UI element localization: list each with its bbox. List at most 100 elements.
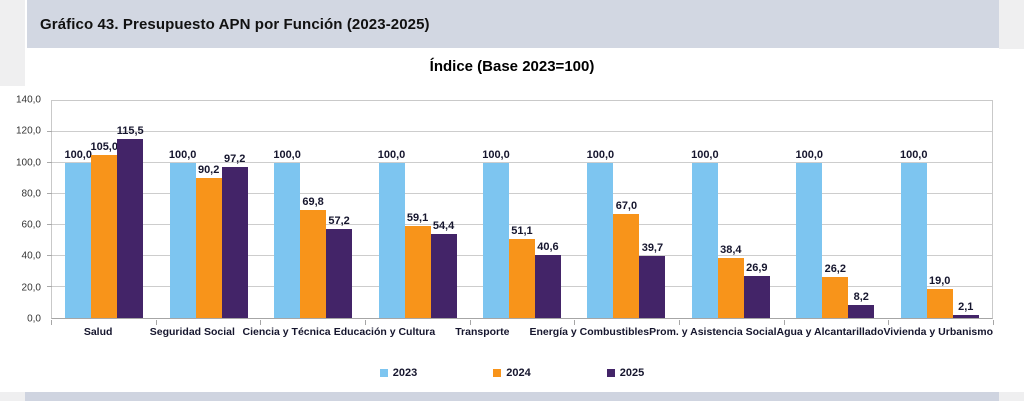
bar-value-label: 100,0 — [691, 149, 719, 161]
plot-area: 100,0 105,0 115,5 100,0 90,2 97,2 100,0 69,8 57,… — [47, 100, 993, 319]
bar-value-label: 59,1 — [406, 212, 429, 225]
bar-value-label: 90,2 — [197, 164, 220, 177]
bar-2024: 19,0 — [926, 275, 953, 318]
x-axis-label: Energía y Combustibles — [529, 326, 650, 338]
gridline — [47, 131, 992, 132]
bar-2025: 97,2 — [221, 153, 248, 318]
y-axis-label: 40,0 — [21, 250, 41, 262]
gridline — [47, 162, 992, 163]
bar-2025: 40,6 — [534, 241, 561, 318]
x-tick — [364, 320, 366, 325]
y-axis-label: 0,0 — [27, 313, 41, 325]
x-axis-ticks — [51, 320, 994, 325]
y-tick — [47, 286, 52, 287]
bar-2025: 26,9 — [743, 262, 770, 318]
bars-layer: 100,0 105,0 115,5 100,0 90,2 97,2 100,0 69,8 57,… — [52, 101, 992, 318]
legend-swatch-icon — [379, 369, 388, 377]
legend-item-2023: 2023 — [379, 367, 418, 379]
bar-group: 100,0 19,0 2,1 — [888, 101, 992, 318]
bar-value-label: 8,2 — [853, 291, 869, 304]
y-axis-label: 100,0 — [15, 157, 41, 169]
bar-value-label: 100,0 — [168, 149, 197, 161]
x-tick — [574, 320, 576, 325]
bar-group: 100,0 67,0 39,7 — [574, 101, 678, 318]
gridline — [47, 193, 992, 194]
y-tick — [47, 193, 52, 194]
bar-2025: 57,2 — [326, 215, 353, 318]
bar-2025: 39,7 — [639, 242, 666, 318]
bar-2024: 69,8 — [300, 196, 327, 318]
page-margin-right — [999, 0, 1024, 49]
bar-value-label: 100,0 — [273, 149, 301, 161]
bar-value-label: 100,0 — [482, 149, 510, 161]
bar-group: 100,0 59,1 54,4 — [365, 101, 469, 318]
bar-2023: 100,0 — [273, 149, 301, 318]
x-axis-labels: Salud Seguridad Social Ciencia y Técnica Ed… — [51, 326, 993, 338]
bar-value-label: 26,9 — [746, 262, 768, 275]
y-tick — [47, 131, 52, 132]
legend-item-2025: 2025 — [606, 367, 645, 379]
bar-2023: 100,0 — [587, 149, 614, 318]
legend-item-2024: 2024 — [493, 367, 531, 379]
bar-value-label: 67,0 — [615, 200, 638, 213]
bar-value-label: 54,4 — [432, 219, 455, 232]
page-margin-left — [0, 0, 25, 86]
bar-value-label: 97,2 — [223, 153, 246, 166]
bar-value-label: 2,1 — [958, 300, 974, 313]
legend-swatch-icon — [606, 369, 615, 377]
bar-2024: 26,2 — [822, 263, 849, 318]
bar-value-label: 100,0 — [377, 149, 406, 161]
bar-value-label: 69,8 — [302, 195, 324, 208]
legend-swatch-icon — [493, 369, 502, 377]
bar-value-label: 57,2 — [328, 215, 350, 228]
page-footer-margin-left — [0, 392, 25, 401]
legend-label: 2025 — [619, 367, 645, 379]
bar-2025: 2,1 — [952, 301, 979, 318]
y-axis-label: 140,0 — [15, 94, 41, 106]
bar-2023: 100,0 — [900, 149, 927, 318]
x-tick — [155, 320, 157, 325]
x-axis-label: Transporte — [455, 326, 510, 338]
bar-value-label: 40,6 — [537, 241, 559, 254]
bar-2025: 115,5 — [117, 125, 144, 318]
bar-2024: 59,1 — [404, 212, 431, 318]
legend-label: 2023 — [392, 367, 418, 379]
x-axis-label: Ciencia y Técnica — [242, 326, 331, 338]
x-tick — [469, 320, 471, 325]
x-axis-label: Educación y Cultura — [333, 326, 436, 338]
x-axis-label: Salud — [83, 326, 113, 338]
gridline — [47, 224, 992, 225]
y-tick — [47, 224, 52, 225]
page-footer-band — [25, 392, 999, 401]
x-tick — [783, 320, 785, 325]
y-axis: 0,0 20,0 40,0 60,0 80,0 100,0 120,0 140,0 — [0, 95, 47, 325]
x-axis-label: Agua y Alcantarillado — [776, 326, 884, 338]
bar-value-label: 26,2 — [824, 263, 846, 276]
bar-2025: 54,4 — [430, 220, 457, 318]
x-axis-label: Prom. y Asistencia Social — [649, 326, 777, 338]
bar-2023: 100,0 — [378, 149, 405, 318]
bar-value-label: 100,0 — [795, 149, 824, 161]
x-tick — [678, 320, 680, 325]
bar-2023: 100,0 — [169, 149, 196, 318]
bar-2024: 51,1 — [508, 225, 535, 318]
bar-2023: 100,0 — [796, 149, 823, 318]
bar-value-label: 51,1 — [511, 224, 533, 237]
bar-group: 100,0 51,1 40,6 — [470, 101, 574, 318]
x-tick — [888, 320, 890, 325]
x-tick — [993, 320, 994, 325]
bar-group: 100,0 105,0 115,5 — [52, 101, 156, 318]
x-axis-label: Seguridad Social — [149, 326, 235, 338]
bar-value-label: 100,0 — [64, 149, 92, 161]
y-axis-label: 20,0 — [21, 282, 41, 294]
bar-value-label: 38,4 — [720, 244, 742, 257]
bar-value-label: 115,5 — [116, 124, 144, 137]
x-axis-label: Vivienda y Urbanismo — [883, 326, 993, 338]
bar-group: 100,0 26,2 8,2 — [783, 101, 887, 318]
bar-value-label: 105,0 — [90, 141, 118, 154]
bar-value-label: 100,0 — [899, 149, 928, 161]
bar-2024: 105,0 — [90, 141, 118, 318]
y-tick — [47, 255, 52, 256]
legend: 2023 2024 2025 — [0, 367, 1024, 379]
